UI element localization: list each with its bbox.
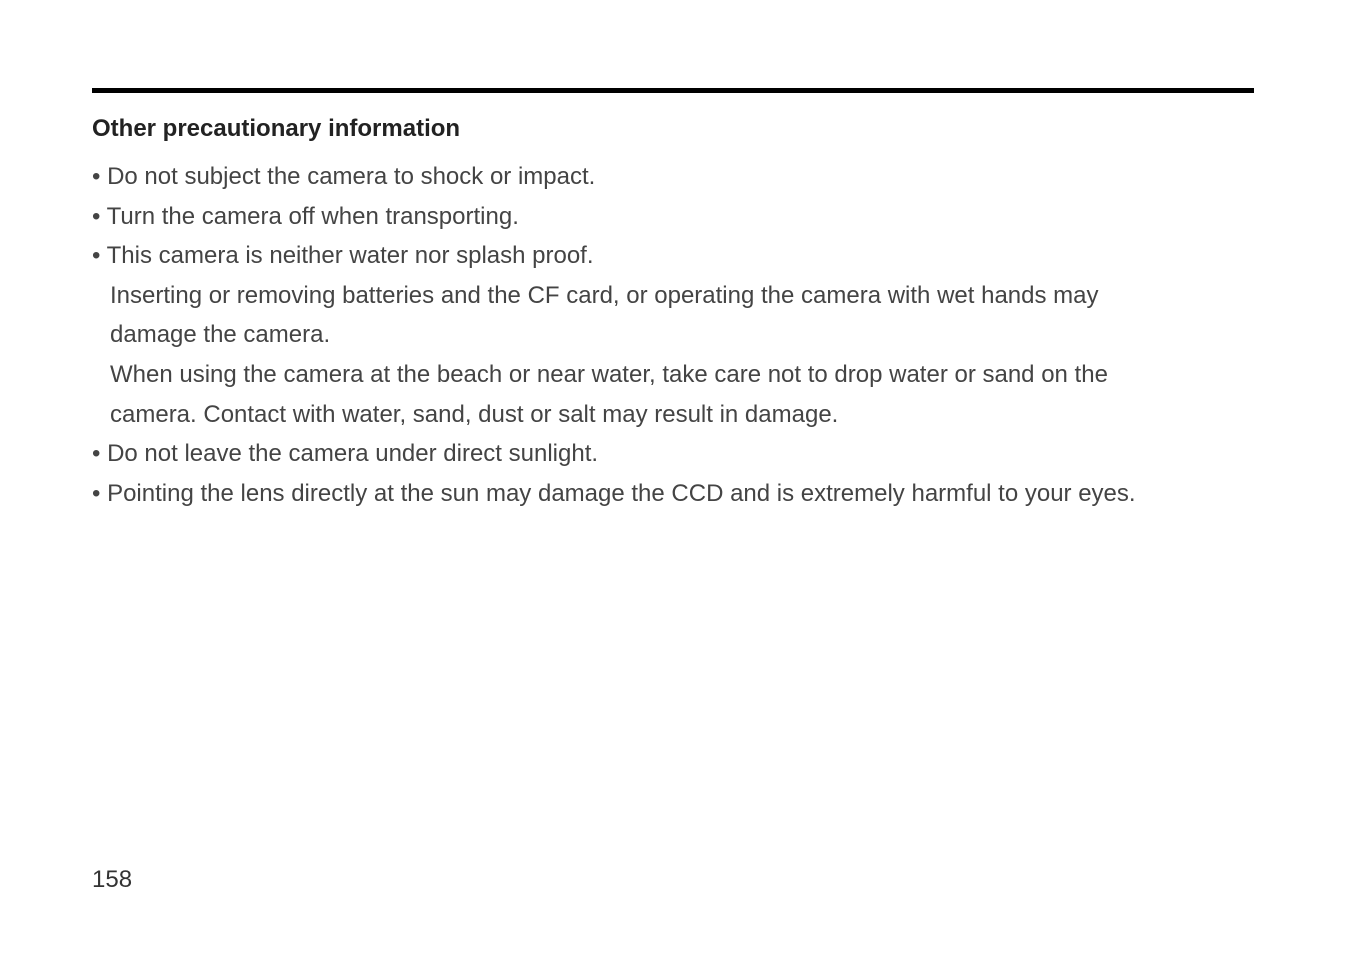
continuation-text: Inserting or removing batteries and the … bbox=[92, 276, 1254, 316]
bullet-icon: • bbox=[92, 163, 107, 190]
list-item-text: This camera is neither water nor splash … bbox=[107, 242, 594, 269]
list-item-text: Do not leave the camera under direct sun… bbox=[107, 440, 598, 467]
list-item-text: Do not subject the camera to shock or im… bbox=[107, 163, 595, 190]
list-item-text: Pointing the lens directly at the sun ma… bbox=[107, 480, 1136, 507]
horizontal-rule bbox=[92, 88, 1254, 93]
bullet-icon: • bbox=[92, 203, 107, 230]
bullet-icon: • bbox=[92, 242, 107, 269]
precaution-list: • Do not subject the camera to shock or … bbox=[92, 157, 1254, 276]
continuation-text: When using the camera at the beach or ne… bbox=[92, 355, 1254, 395]
list-item: • Pointing the lens directly at the sun … bbox=[92, 474, 1254, 514]
list-item-text: Turn the camera off when transporting. bbox=[107, 203, 519, 230]
page-number: 158 bbox=[92, 866, 132, 894]
list-item: • Turn the camera off when transporting. bbox=[92, 197, 1254, 237]
continuation-text: camera. Contact with water, sand, dust o… bbox=[92, 395, 1254, 435]
precaution-list-2: • Do not leave the camera under direct s… bbox=[92, 434, 1254, 513]
list-item: • This camera is neither water nor splas… bbox=[92, 236, 1254, 276]
bullet-icon: • bbox=[92, 480, 107, 507]
continuation-text: damage the camera. bbox=[92, 315, 1254, 355]
list-item: • Do not leave the camera under direct s… bbox=[92, 434, 1254, 474]
manual-page: Other precautionary information • Do not… bbox=[0, 0, 1346, 513]
section-heading: Other precautionary information bbox=[92, 115, 1254, 143]
list-item: • Do not subject the camera to shock or … bbox=[92, 157, 1254, 197]
bullet-icon: • bbox=[92, 440, 107, 467]
